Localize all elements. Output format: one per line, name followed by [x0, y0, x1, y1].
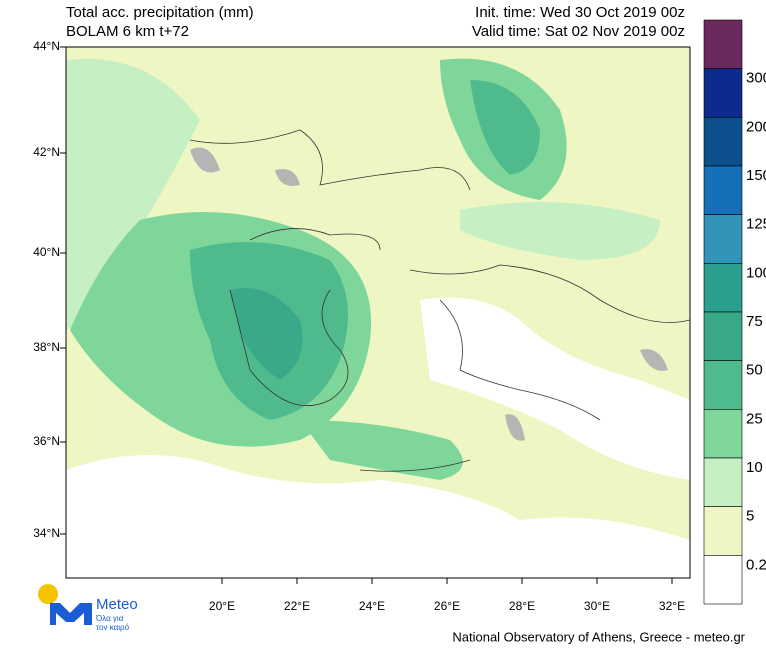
lon-label: 26°E [434, 599, 460, 613]
title-line: Total acc. precipitation (mm) [66, 4, 254, 21]
colorbar-label: 25 [746, 410, 763, 427]
colorbar-box [703, 68, 743, 118]
colorbar-label: 100 [746, 264, 766, 281]
logo-tagline: τον καιρό [96, 623, 130, 632]
colorbar-label: 0.2 [746, 556, 766, 573]
title-line: BOLAM 6 km t+72 [66, 23, 189, 40]
lat-label: 40°N [33, 245, 60, 259]
lat-label: 36°N [33, 434, 60, 448]
lon-label: 20°E [209, 599, 235, 613]
colorbar-box [703, 409, 743, 459]
lat-label: 34°N [33, 526, 60, 540]
lon-label: 30°E [584, 599, 610, 613]
colorbar-label: 5 [746, 508, 754, 525]
lon-label: 32°E [659, 599, 685, 613]
colorbar-box [703, 360, 743, 410]
colorbar-label: 125 [746, 216, 766, 233]
lat-label: 44°N [33, 39, 60, 53]
footer: National Observatory of Athens, Greece -… [452, 629, 745, 644]
time-line: Init. time: Wed 30 Oct 2019 00z [475, 4, 685, 21]
colorbar-label: 150 [746, 167, 766, 184]
logo-name: Meteo [96, 596, 138, 613]
colorbar-box [703, 214, 743, 264]
colorbar-label: 75 [746, 313, 763, 330]
colorbar-box [703, 19, 743, 69]
colorbar-box [703, 506, 743, 556]
colorbar-label: 300 [746, 70, 766, 87]
colorbar-box [703, 165, 743, 215]
colorbar-box [703, 311, 743, 361]
logo-tagline: Όλα για [95, 614, 124, 623]
colorbar-box [703, 117, 743, 167]
colorbar-label: 200 [746, 118, 766, 135]
colorbar-box [703, 555, 743, 605]
colorbar-box [703, 457, 743, 507]
lon-label: 24°E [359, 599, 385, 613]
lon-label: 28°E [509, 599, 535, 613]
logo: Meteo Όλα για τον καιρό [38, 584, 138, 632]
lat-label: 42°N [33, 145, 60, 159]
map [65, 46, 691, 579]
time-line: Valid time: Sat 02 Nov 2019 00z [472, 23, 685, 40]
lon-label: 22°E [284, 599, 310, 613]
lat-label: 38°N [33, 340, 60, 354]
colorbar-label: 50 [746, 362, 763, 379]
colorbar-box [703, 263, 743, 313]
colorbar-label: 10 [746, 459, 763, 476]
